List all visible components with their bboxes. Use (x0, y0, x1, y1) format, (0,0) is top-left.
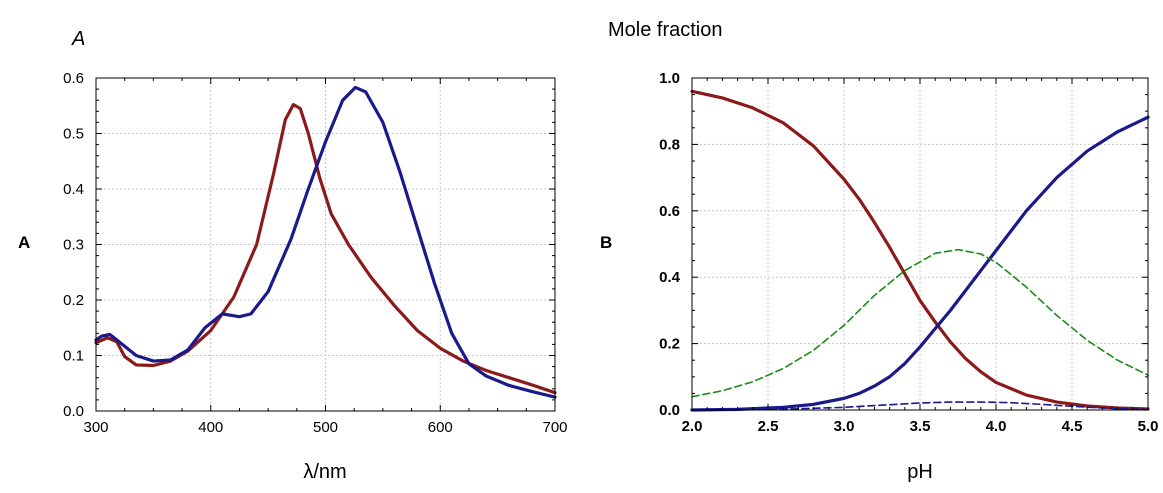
panel-a-letter: A (18, 233, 30, 252)
panel-b-y-tick-label: 0.8 (659, 136, 680, 153)
panel-a-y-tick-label: 0.5 (63, 126, 84, 143)
panel-a-y-tick-label: 0.4 (63, 181, 84, 198)
panel-a-x-tick-label: 700 (542, 419, 567, 436)
panel-b-plot: 2.0 2.5 3.0 3.5 4.0 4.5 5.0 0.0 0.2 0.4 0.6 0.8 1.0 (659, 70, 1158, 435)
panel-a-series-line-1 (94, 103, 557, 395)
panel-b-x-axis-label: pH (907, 461, 933, 483)
panel-b-series-line-2 (690, 115, 1150, 412)
panel-a-series-line-2 (94, 85, 557, 399)
panel-b-series-line-4 (691, 401, 1149, 411)
panel-b-y-tick-label: 0.0 (659, 402, 680, 419)
panel-b-y-tick-label: 0.4 (659, 269, 681, 286)
panel-b-x-tick-label: 3.5 (910, 418, 931, 435)
panel-a-x-tick-label: 600 (428, 419, 453, 436)
panel-a-y-tick-label: 0.1 (63, 348, 84, 365)
panel-a-corner-label: A (71, 28, 85, 50)
panel-a-y-tick-label: 0.2 (63, 292, 84, 309)
panel-a-x-tick-label: 300 (83, 419, 108, 436)
panel-b-x-tick-label: 5.0 (1138, 418, 1159, 435)
panel-b-x-tick-label: 4.0 (986, 418, 1007, 435)
panel-b-y-tick-label: 1.0 (659, 70, 680, 87)
panel-a-y-tick-label: 0.0 (63, 403, 84, 420)
panel-b-series-line-3 (691, 248, 1149, 398)
panel-b-corner-label: Mole fraction (608, 19, 723, 41)
panel-b-x-tick-label: 3.0 (834, 418, 855, 435)
panel-b-y-tick-label: 0.2 (659, 336, 680, 353)
panel-b-series-line-1 (690, 89, 1150, 411)
panel-a-plot: 300 400 500 600 700 0.0 0.1 0.2 0.3 0.4 0.5 0.6 (63, 70, 567, 436)
panel-a: A A 300 400 500 600 700 0.0 0.1 0.2 0.3 0.4 0.5 0.6… (18, 28, 568, 483)
panel-a-x-tick-label: 400 (198, 419, 223, 436)
panel-b-x-tick-label: 4.5 (1062, 418, 1083, 435)
panel-b-x-tick-label: 2.5 (758, 418, 779, 435)
panel-b: B Mole fraction 2.0 2.5 3.0 3.5 4.0 4.5 5.0 0.0… (600, 19, 1158, 483)
panel-b-letter: B (600, 233, 612, 252)
panel-a-y-tick-label: 0.6 (63, 70, 84, 87)
panel-b-y-tick-label: 0.6 (659, 203, 680, 220)
panel-a-x-tick-label: 500 (313, 419, 338, 436)
panel-b-x-tick-label: 2.0 (682, 418, 703, 435)
panel-a-x-axis-label: λ/nm (303, 461, 346, 483)
panel-a-y-tick-label: 0.3 (63, 237, 84, 254)
